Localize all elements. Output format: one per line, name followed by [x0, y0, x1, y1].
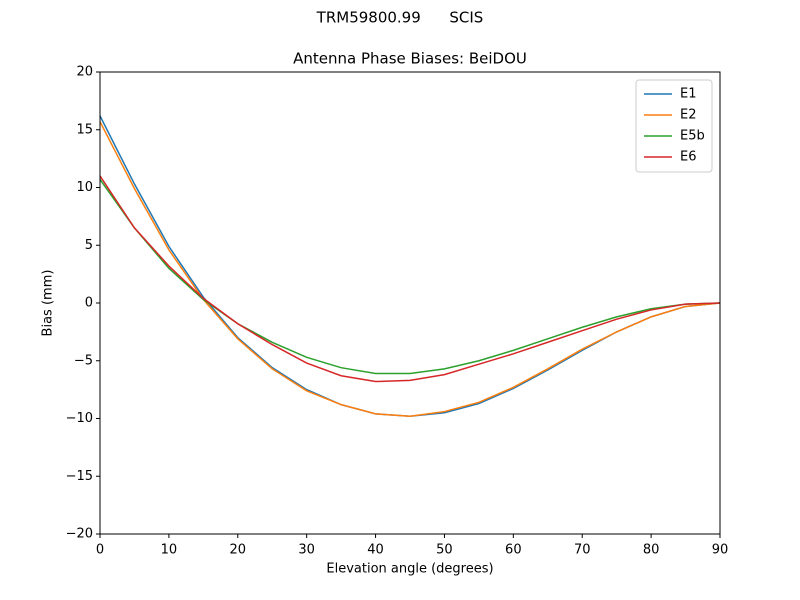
x-tick-label: 90: [712, 543, 729, 558]
y-tick-label: 15: [76, 122, 93, 137]
y-tick-label: 20: [76, 65, 93, 80]
y-tick-label: −15: [66, 469, 93, 484]
y-axis-label: Bias (mm): [41, 270, 56, 337]
series-line: [99, 115, 721, 417]
y-tick-label: 5: [85, 238, 93, 253]
x-tick-label: 20: [230, 543, 247, 558]
x-tick-label: 40: [367, 543, 384, 558]
series-line: [99, 121, 721, 417]
x-tick-label: 80: [643, 543, 660, 558]
legend-box: [635, 79, 713, 173]
x-tick-label: 10: [161, 543, 178, 558]
chart-title: Antenna Phase Biases: BeiDOU: [293, 50, 527, 68]
legend-label: E5b: [680, 129, 705, 144]
suptitle: TRM59800.99 SCIS: [316, 9, 484, 27]
series-line: [99, 175, 721, 383]
legend-label: E6: [680, 150, 697, 165]
y-tick-label: 0: [85, 296, 93, 311]
legend-label: E2: [680, 108, 697, 123]
x-tick-label: 70: [574, 543, 591, 558]
x-tick-label: 0: [96, 543, 104, 558]
x-tick-label: 30: [298, 543, 315, 558]
x-tick-label: 60: [505, 543, 522, 558]
y-tick-label: 10: [76, 180, 93, 195]
y-tick-label: −20: [66, 527, 93, 542]
x-axis-label: Elevation angle (degrees): [326, 562, 493, 577]
y-tick-label: −10: [66, 411, 93, 426]
series-line: [99, 178, 721, 375]
legend-label: E1: [680, 87, 697, 102]
y-tick-label: −5: [74, 353, 93, 368]
x-tick-label: 50: [436, 543, 453, 558]
legend: E1 E2 E5b E6: [635, 79, 713, 173]
plot-frame: [99, 71, 721, 535]
